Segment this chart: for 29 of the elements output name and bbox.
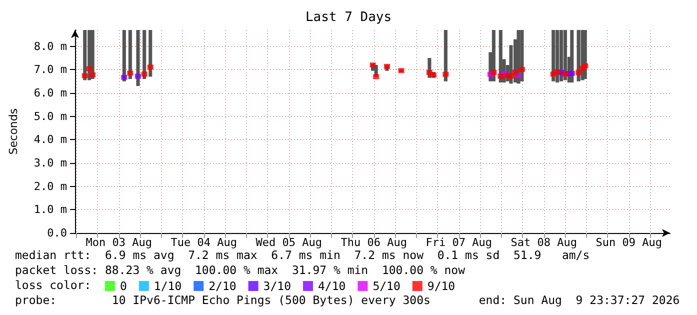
x-tick-label: Fri 07 Aug	[426, 236, 492, 249]
legend-label: 5/10	[372, 279, 400, 293]
y-tick-label: 1.0 m	[34, 203, 68, 216]
text: probe: 10 IPv6-ICMP Echo Pings (500 Bytes) every 300s end: Sun Aug 9 23:37:27 2026	[15, 293, 680, 307]
y-tick-label: 3.0 m	[34, 156, 68, 170]
y-tick-label: 0.0	[47, 226, 67, 240]
legend-label: 0	[120, 279, 127, 293]
legend-label: 1/10	[154, 279, 182, 293]
y-tick-label: 7.0 m	[34, 63, 68, 76]
x-tick-label: Thu 06 Aug	[340, 236, 407, 249]
x-tick-label: Tue 04 Aug	[170, 236, 237, 249]
text: packet loss: 88.23 % avg 100.00 % max 31.97 % min 100.00 % now	[15, 263, 466, 277]
y-axis-title: Seconds	[7, 108, 20, 155]
y-tick-label: 2.0 m	[34, 180, 68, 193]
x-tick-label: Sun 09 Aug	[596, 236, 662, 249]
y-tick-label: 4.0 m	[34, 133, 68, 146]
text: median rtt: 6.9 ms avg 7.2 ms max 6.7 ms min 7.2 ms now 0.1 ms sd 51.9 am/s	[15, 248, 590, 262]
legend-label: 3/10	[263, 279, 292, 293]
y-tick-label: 5.0 m	[34, 110, 68, 123]
y-tick-label: 6.0 m	[34, 86, 68, 100]
chart-title: Last 7 Days	[305, 10, 392, 25]
x-tick-label: Wed 05 Aug	[256, 236, 322, 249]
legend-label: 9/10	[427, 279, 456, 293]
legend-label: 4/10	[318, 279, 346, 293]
x-tick-label: Sat 08 Aug	[510, 236, 577, 249]
legend-label: 2/10	[208, 279, 236, 293]
x-tick-label: Mon 03 Aug	[86, 236, 152, 249]
text: loss color:	[15, 278, 92, 292]
y-tick-label: 8.0 m	[34, 40, 68, 53]
